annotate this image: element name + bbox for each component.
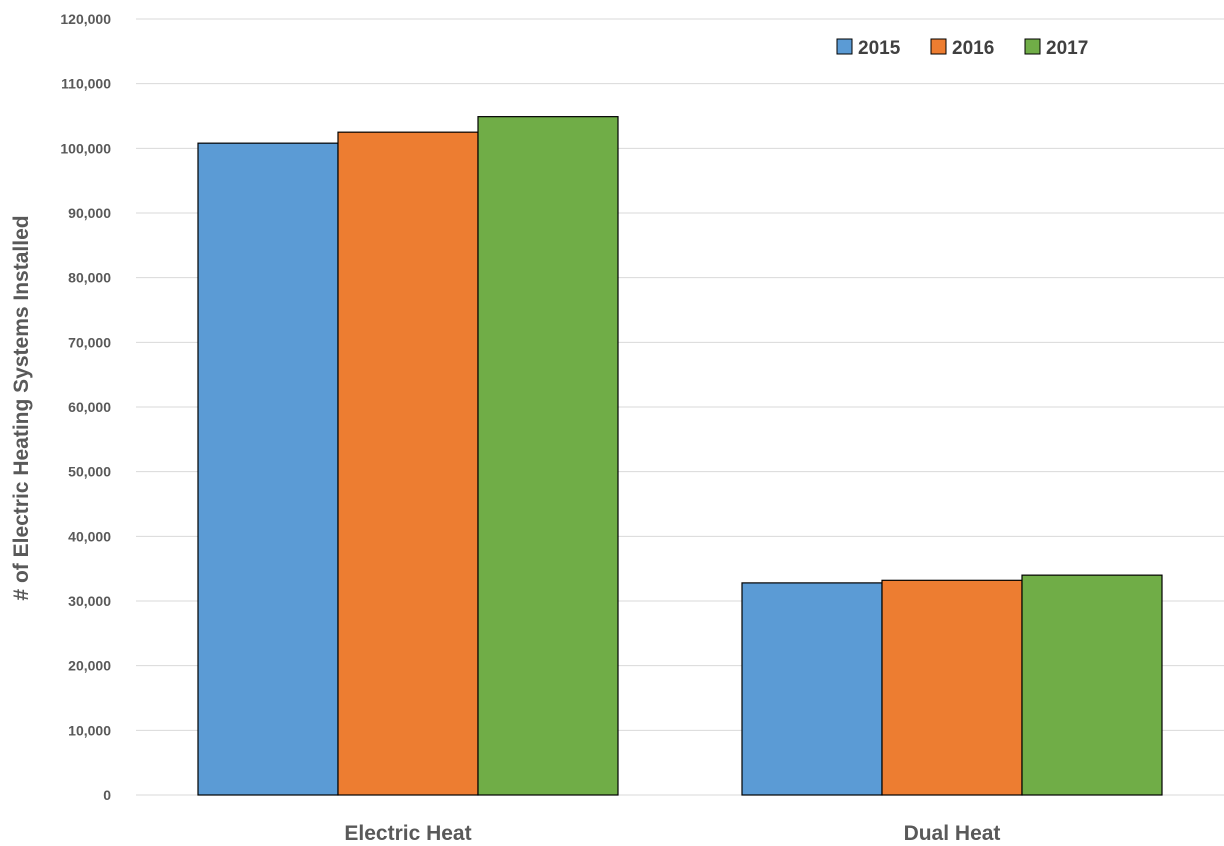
legend-label-2017: 2017 [1046,38,1088,59]
y-tick-label: 40,000 [68,528,111,544]
bar-2017-dual-heat [1021,574,1163,796]
y-tick-label: 50,000 [68,464,111,480]
x-axis-categories: Electric Heat Dual Heat [344,822,1000,845]
y-tick-label: 100,000 [60,140,111,156]
y-tick-label: 60,000 [68,399,111,415]
bar-2016-dual-heat [881,579,1023,796]
y-tick-label: 90,000 [68,205,111,221]
y-tick-label: 20,000 [68,658,111,674]
legend-label-2016: 2016 [952,38,994,59]
y-tick-label: 80,000 [68,270,111,286]
y-axis-ticks: 0 10,000 20,000 30,000 40,000 50,000 60,000 70,… [60,11,111,803]
legend-swatch-2015 [836,38,853,55]
x-category-label: Dual Heat [904,822,1001,845]
y-tick-label: 70,000 [68,334,111,350]
y-tick-label: 120,000 [60,11,111,27]
legend: 2015 2016 2017 [836,38,1088,59]
bars [197,116,1163,796]
legend-label-2015: 2015 [858,38,901,59]
bar-2017-electric-heat [477,116,619,796]
x-category-label: Electric Heat [344,822,471,845]
legend-swatch-2016 [930,38,947,55]
y-tick-label: 30,000 [68,593,111,609]
legend-swatch-2017 [1024,38,1041,55]
bar-2015-electric-heat [197,142,339,796]
y-tick-label: 10,000 [68,722,111,738]
bar-2015-dual-heat [741,582,883,796]
y-axis-title: # of Electric Heating Systems Installed [10,215,33,600]
bar-2016-electric-heat [337,131,479,796]
y-tick-label: 110,000 [61,76,111,92]
y-tick-label: 0 [103,787,111,803]
